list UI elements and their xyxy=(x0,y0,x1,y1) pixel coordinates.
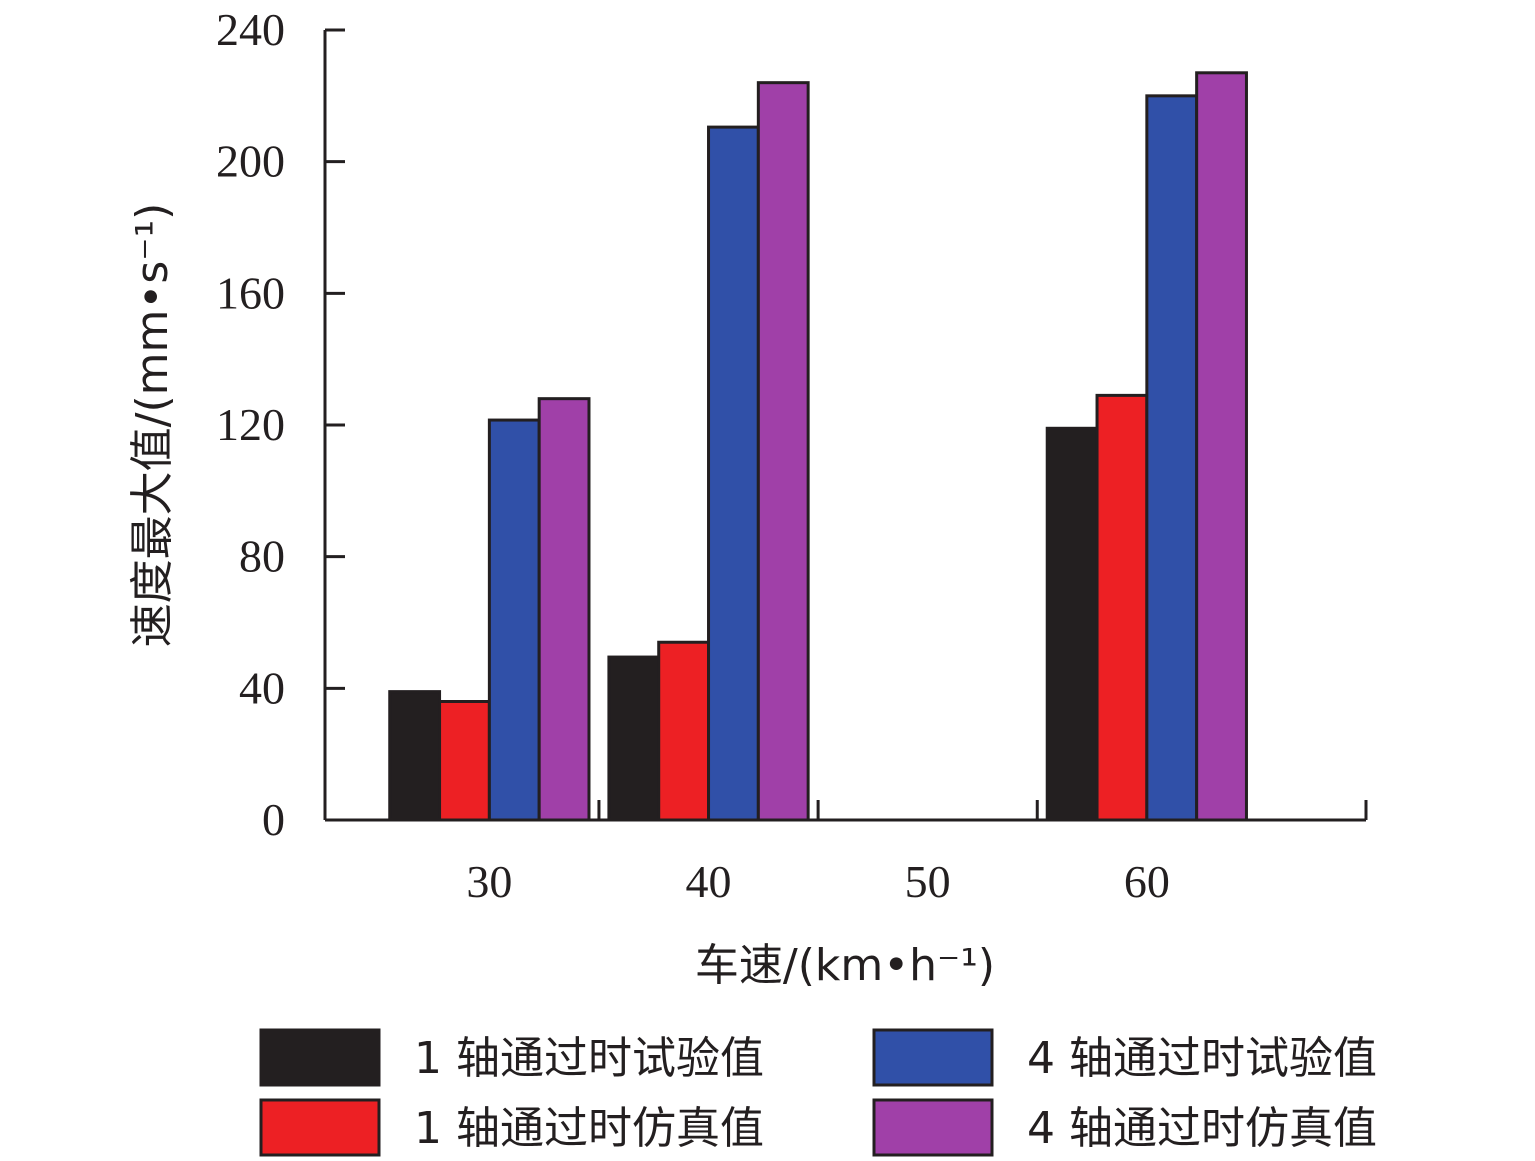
x-tick-label: 50 xyxy=(905,856,951,907)
bar-60-series-4 xyxy=(1195,71,1248,822)
bars-layer xyxy=(388,71,1248,822)
bar-60-series-3 xyxy=(1145,94,1199,822)
x-axis-title: 车速/(km•h⁻¹) xyxy=(695,940,995,991)
bar-40-series-4 xyxy=(756,81,810,822)
legend-swatch-1 xyxy=(259,1028,381,1087)
bar-60-series-2 xyxy=(1095,393,1149,822)
y-ticks: 0 40 80 120 160 200 240 xyxy=(216,4,345,845)
bar-30-series-3 xyxy=(487,418,541,822)
bar-60-series-1 xyxy=(1045,426,1099,822)
y-tick-label: 0 xyxy=(262,794,285,845)
x-tick-label: 30 xyxy=(466,856,512,907)
x-tick-label: 40 xyxy=(686,856,732,907)
bar-30-series-1 xyxy=(388,690,442,822)
y-tick-label: 240 xyxy=(216,4,285,55)
legend-swatch-2 xyxy=(259,1098,381,1157)
y-tick-label: 120 xyxy=(216,399,285,450)
bar-40-series-2 xyxy=(657,640,711,822)
x-ticks: 30 40 50 60 xyxy=(466,800,1368,907)
bar-30-series-2 xyxy=(438,700,491,822)
y-tick-label: 160 xyxy=(216,267,285,318)
legend-swatch-4 xyxy=(872,1098,994,1157)
y-tick-label: 40 xyxy=(239,662,285,713)
legend-label-2: 1 轴通过时仿真值 xyxy=(414,1103,764,1154)
legend-label-1: 1 轴通过时试验值 xyxy=(414,1033,764,1084)
legend-label-3: 4 轴通过时试验值 xyxy=(1027,1033,1377,1084)
y-axis-title: 速度最大值/(mm•s⁻¹) xyxy=(127,203,178,648)
bar-40-series-3 xyxy=(707,125,760,822)
y-tick-label: 80 xyxy=(239,531,285,582)
legend-swatch-3 xyxy=(872,1028,994,1087)
y-tick-label: 200 xyxy=(216,136,285,187)
x-tick-label: 60 xyxy=(1124,856,1170,907)
legend: 1 轴通过时试验值 1 轴通过时仿真值 4 轴通过时试验值 4 轴通过时仿真值 xyxy=(259,1028,1377,1157)
legend-label-4: 4 轴通过时仿真值 xyxy=(1027,1103,1377,1154)
bar-40-series-1 xyxy=(607,655,661,822)
bar-30-series-4 xyxy=(537,397,591,822)
